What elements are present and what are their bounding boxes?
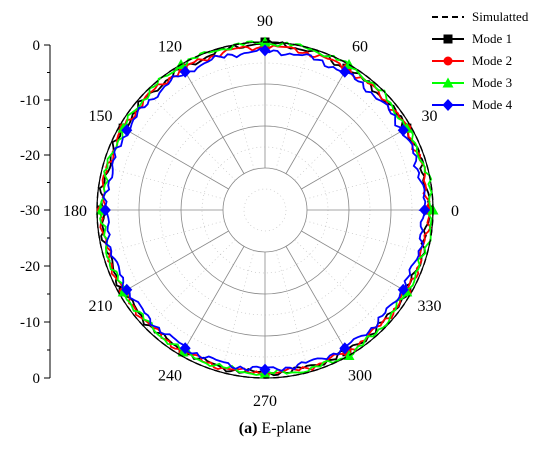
legend-swatch (432, 77, 464, 88)
marker-diamond (179, 65, 191, 78)
marker-diamond (339, 65, 351, 78)
series-layer (95, 36, 439, 379)
legend-swatch (432, 99, 464, 111)
angle-label: 150 (88, 108, 112, 125)
caption-label: (a) (238, 420, 258, 437)
marker-circle (443, 56, 453, 66)
angle-label: 60 (352, 38, 368, 55)
grid-circle (222, 167, 308, 253)
minor-grid-spoke (305, 220, 428, 254)
angle-label: 330 (418, 298, 442, 315)
minor-grid-spoke (294, 90, 385, 181)
grid-spoke (180, 64, 245, 174)
angle-label: 30 (422, 108, 438, 125)
radial-tick-label: 0 (33, 371, 41, 387)
minor-grid-spoke (275, 47, 309, 170)
minor-grid-circle (243, 188, 287, 232)
angle-label: 90 (257, 13, 273, 30)
radial-tick-label: -30 (20, 203, 40, 219)
radial-tick-label: -20 (20, 259, 40, 275)
grid-spoke (285, 246, 350, 356)
marker-diamond (397, 283, 409, 296)
legend-label: Mode 1 (472, 31, 513, 46)
series-mode-4 (99, 44, 431, 376)
marker-diamond (259, 363, 271, 376)
figure-caption: (a) E-plane (0, 420, 550, 438)
grid-spoke (301, 125, 411, 190)
minor-grid-spoke (305, 166, 428, 200)
marker-diamond (259, 44, 271, 57)
grid-spoke (180, 246, 245, 356)
marker-triangle (442, 77, 454, 88)
minor-grid-spoke (102, 220, 225, 254)
minor-grid-spoke (275, 250, 309, 373)
legend-swatch (432, 16, 464, 18)
marker-diamond (99, 204, 111, 216)
radial-axis: 0 -10 -20 -30 -20 -10 0 (20, 38, 51, 387)
legend-item: Mode 1 (430, 28, 528, 50)
minor-grid-spoke (221, 250, 255, 373)
marker-diamond (121, 124, 133, 137)
radial-tick-label: -10 (20, 93, 40, 109)
legend-swatch (432, 56, 464, 66)
radial-tick-label: -20 (20, 148, 40, 164)
polar-grid (96, 41, 434, 379)
marker-diamond (442, 99, 454, 111)
minor-grid-spoke (102, 166, 225, 200)
angle-label: 270 (253, 393, 277, 410)
legend-label: Mode 4 (472, 97, 513, 112)
grid-spoke (285, 64, 350, 174)
radial-tick-label: 0 (33, 38, 41, 54)
angle-labels: 0 30 60 90 120 150 180 210 240 270 300 330 (63, 13, 459, 410)
minor-grid-spoke (145, 90, 236, 181)
grid-spoke (119, 230, 229, 295)
minor-grid-spoke (145, 239, 236, 330)
angle-label: 120 (158, 38, 182, 55)
marker-diamond (179, 342, 191, 355)
legend-swatch (432, 34, 464, 44)
angle-label: 300 (348, 368, 372, 385)
minor-grid-spoke (294, 239, 385, 330)
marker-diamond (397, 124, 409, 137)
marker-triangle (343, 349, 355, 360)
series-mode-3 (95, 36, 439, 379)
radial-tick-label: -10 (20, 315, 40, 331)
angle-label: 180 (63, 203, 87, 220)
marker-diamond (121, 283, 133, 296)
minor-grid-spoke (221, 47, 255, 170)
legend-label: Simulatted (472, 9, 529, 24)
marker-square (443, 34, 453, 44)
legend-item: Mode 3 (430, 72, 528, 94)
legend: Simulatted Mode 1 Mode 2 Mode 3 Mode 4 (430, 6, 528, 116)
legend-item: Mode 4 (430, 94, 528, 116)
angle-label: 210 (88, 298, 112, 315)
grid-spoke (301, 230, 411, 295)
series-line (96, 41, 434, 379)
grid-spoke (119, 125, 229, 190)
series-simulatted (96, 41, 434, 379)
caption-text: E-plane (261, 420, 312, 437)
marker-diamond (419, 204, 431, 216)
angle-label: 240 (158, 368, 182, 385)
marker-diamond (339, 342, 351, 355)
legend-label: Mode 3 (472, 75, 513, 90)
legend-item: Mode 2 (430, 50, 528, 72)
angle-label: 0 (451, 203, 459, 220)
legend-label: Mode 2 (472, 53, 513, 68)
legend-item: Simulatted (430, 6, 528, 28)
